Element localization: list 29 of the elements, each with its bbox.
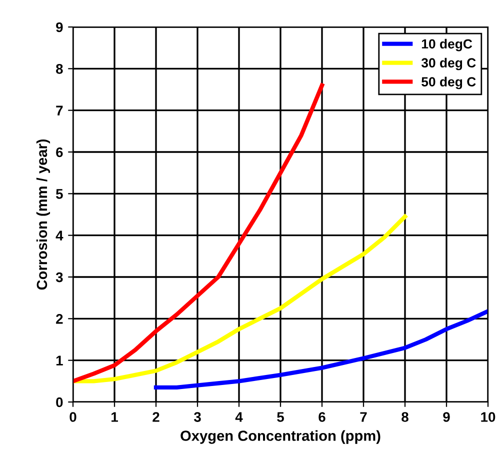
line-series (154, 309, 488, 390)
legend-label: 30 deg C (421, 58, 476, 70)
y-tick-label: 6 (56, 147, 63, 158)
legend-label: 10 degC (422, 38, 472, 52)
line-series (73, 83, 324, 384)
x-tick-label: 0 (70, 412, 76, 422)
x-tick-label: 4 (235, 412, 243, 422)
y-tick-label: 1 (56, 356, 63, 366)
x-tick-label: 9 (443, 412, 450, 422)
line-series (73, 214, 408, 384)
y-tick-label: 0 (56, 397, 63, 408)
y-tick-label: 4 (56, 230, 64, 240)
x-tick-label: 5 (277, 412, 284, 422)
y-tick-label: 9 (56, 22, 63, 32)
x-tick-label: 10 (481, 412, 496, 422)
x-tick-label: 7 (360, 412, 367, 422)
x-tick-label: 2 (152, 412, 160, 422)
y-tick-label: 3 (56, 272, 63, 282)
legend-label: 50 deg C (422, 76, 476, 90)
x-tick-label: 1 (112, 412, 118, 422)
y-tick-label: 2 (56, 314, 63, 324)
y-tick-label: 7 (56, 106, 63, 116)
x-tick-label: 8 (402, 412, 408, 422)
x-tick-label: 3 (194, 412, 201, 422)
x-axis-title: Oxygen Concentration (ppm) (180, 430, 380, 444)
x-tick-label: 6 (318, 412, 326, 422)
y-axis-title: Corrosion (mm / year) (36, 139, 50, 290)
y-tick-label: 5 (56, 189, 63, 199)
y-tick-label: 8 (56, 64, 63, 74)
